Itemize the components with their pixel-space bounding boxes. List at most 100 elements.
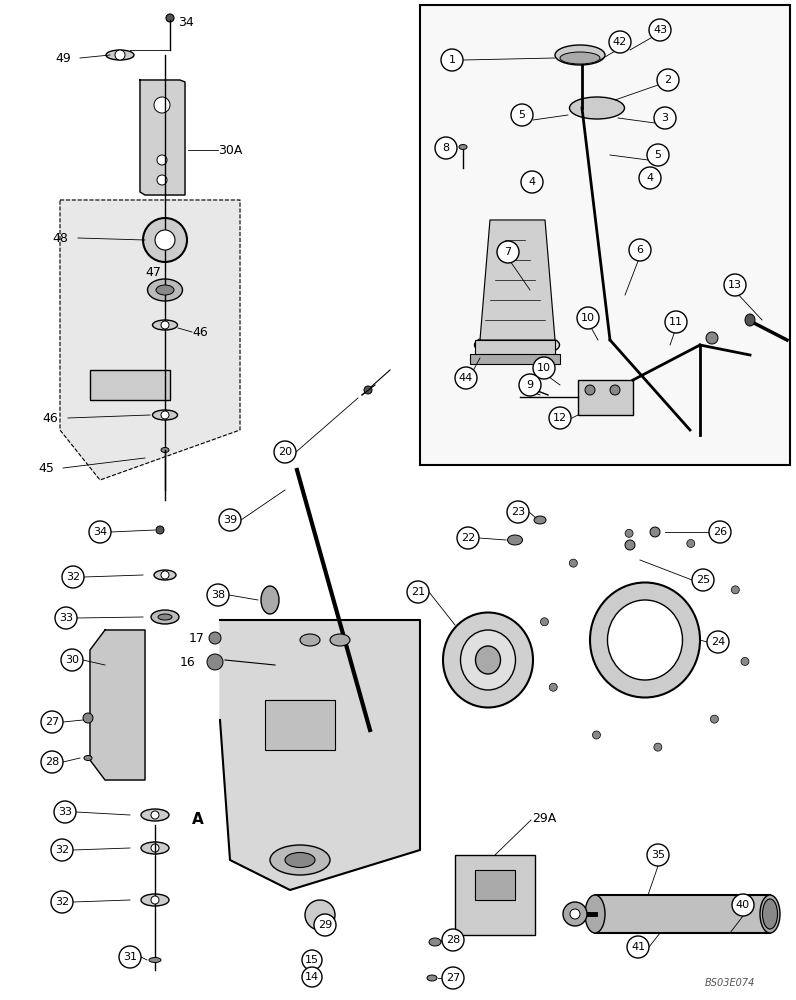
Ellipse shape (607, 600, 682, 680)
Circle shape (692, 569, 714, 591)
Circle shape (732, 586, 739, 594)
Circle shape (442, 929, 464, 951)
Ellipse shape (153, 410, 178, 420)
Circle shape (55, 607, 77, 629)
Circle shape (219, 509, 241, 531)
Text: 4: 4 (646, 173, 654, 183)
Text: 38: 38 (211, 590, 225, 600)
Ellipse shape (141, 842, 169, 854)
Circle shape (157, 155, 167, 165)
Circle shape (732, 894, 754, 916)
Circle shape (549, 683, 557, 691)
Circle shape (61, 649, 83, 671)
Bar (90, 370, 170, 400)
Circle shape (577, 307, 599, 329)
Text: 23: 23 (511, 507, 525, 517)
Bar (265, 700, 335, 750)
Circle shape (540, 618, 548, 626)
Text: 2: 2 (665, 75, 672, 85)
Circle shape (654, 107, 676, 129)
Polygon shape (60, 200, 240, 480)
Circle shape (41, 751, 63, 773)
Circle shape (51, 891, 73, 913)
Circle shape (314, 914, 336, 936)
Text: 43: 43 (653, 25, 667, 35)
Text: 11: 11 (669, 317, 683, 327)
Text: 44: 44 (458, 373, 473, 383)
Text: 6: 6 (637, 245, 643, 255)
Circle shape (207, 584, 229, 606)
Text: 47: 47 (145, 265, 161, 278)
Text: 17: 17 (189, 632, 205, 645)
Ellipse shape (153, 320, 178, 330)
Text: 9: 9 (526, 380, 533, 390)
Circle shape (654, 743, 661, 751)
Text: 27: 27 (446, 973, 460, 983)
Text: 48: 48 (52, 232, 68, 244)
Ellipse shape (763, 899, 778, 929)
Circle shape (161, 321, 169, 329)
Ellipse shape (461, 630, 516, 690)
Ellipse shape (569, 97, 625, 119)
Circle shape (157, 175, 167, 185)
Text: 4: 4 (529, 177, 536, 187)
Circle shape (741, 657, 749, 665)
Circle shape (161, 411, 169, 419)
Text: 20: 20 (278, 447, 292, 457)
Bar (455, 855, 535, 935)
Text: 14: 14 (305, 972, 319, 982)
Circle shape (549, 407, 571, 429)
Ellipse shape (154, 570, 176, 580)
Circle shape (51, 839, 73, 861)
Circle shape (302, 950, 322, 970)
Circle shape (435, 137, 457, 159)
Circle shape (592, 731, 600, 739)
Circle shape (647, 144, 669, 166)
Circle shape (639, 167, 661, 189)
Circle shape (161, 571, 169, 579)
Circle shape (707, 631, 729, 653)
Text: 33: 33 (58, 807, 72, 817)
Ellipse shape (560, 52, 600, 64)
Circle shape (119, 946, 141, 968)
Circle shape (151, 811, 159, 819)
Circle shape (115, 50, 125, 60)
Text: 30A: 30A (218, 143, 242, 156)
Circle shape (151, 844, 159, 852)
Text: 28: 28 (45, 757, 59, 767)
Circle shape (569, 559, 577, 567)
Text: 21: 21 (411, 587, 425, 597)
Text: 8: 8 (443, 143, 450, 153)
Circle shape (625, 540, 635, 550)
Text: 22: 22 (461, 533, 475, 543)
Text: 32: 32 (55, 897, 69, 907)
Ellipse shape (330, 634, 350, 646)
Circle shape (497, 241, 519, 263)
Circle shape (207, 654, 223, 670)
Ellipse shape (106, 50, 134, 60)
Text: 7: 7 (505, 247, 512, 257)
Text: 13: 13 (728, 280, 742, 290)
Circle shape (521, 171, 543, 193)
Text: 33: 33 (59, 613, 73, 623)
Bar (475, 340, 555, 358)
Text: 34: 34 (178, 15, 193, 28)
Ellipse shape (508, 535, 522, 545)
Circle shape (156, 526, 164, 534)
Circle shape (62, 566, 84, 588)
Text: 30: 30 (65, 655, 79, 665)
Polygon shape (480, 220, 555, 340)
Text: 28: 28 (446, 935, 460, 945)
Ellipse shape (429, 938, 441, 946)
Text: 24: 24 (711, 637, 725, 647)
Ellipse shape (459, 144, 467, 149)
Circle shape (54, 801, 76, 823)
Ellipse shape (427, 975, 437, 981)
Text: 16: 16 (179, 656, 195, 668)
Ellipse shape (84, 756, 92, 760)
Circle shape (302, 967, 322, 987)
Text: 3: 3 (661, 113, 669, 123)
Ellipse shape (524, 385, 532, 389)
Text: BS03E074: BS03E074 (704, 978, 755, 988)
Circle shape (570, 909, 580, 919)
